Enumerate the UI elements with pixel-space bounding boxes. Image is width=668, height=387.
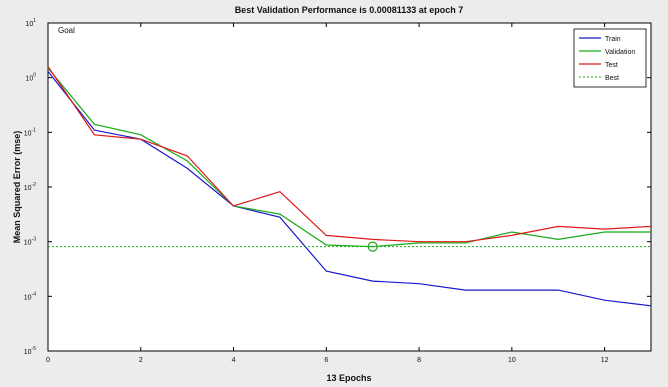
y-tick-label: 10-4 [24,291,36,301]
x-axis-label: 13 Epochs [326,373,371,383]
x-tick-label: 10 [508,357,516,364]
series-layer [47,66,652,307]
y-axis-label: Mean Squared Error (mse) [12,131,22,244]
x-tick-label: 6 [324,357,328,364]
goal-marker: Goal [58,26,75,35]
legend: Train Validation Test Best [573,28,647,88]
legend-label-validation: Validation [605,49,635,56]
y-tick-label: 100 [25,73,36,83]
axes-area [47,22,652,352]
best-point-marker [367,241,378,252]
x-tick-label: 8 [417,357,421,364]
series-line-validation [47,67,651,248]
chart-title: Best Validation Performance is 0.0008113… [235,5,464,15]
x-tick-label: 2 [139,357,143,364]
x-tick-label: 12 [601,357,609,364]
series-line-train [47,71,652,307]
legend-label-train: Train [605,36,621,43]
legend-label-test: Test [605,62,618,69]
series-line-test [47,66,652,243]
y-tick-label: 10-1 [24,127,36,137]
y-tick-label: 10-3 [24,237,36,247]
y-tick-label: 10-2 [24,182,36,192]
legend-box [573,28,647,88]
axis-ticks: 0 2 4 6 8 10 12 101 100 10-1 10-2 10-3 10-4 10-5 [24,18,651,364]
y-tick-label: 101 [25,18,36,28]
x-tick-label: 4 [232,357,236,364]
legend-label-best: Best [605,75,619,82]
x-tick-label: 0 [46,357,50,364]
best-layer [48,241,651,252]
goal-label: Goal [58,26,75,35]
y-tick-label: 10-5 [24,346,36,356]
